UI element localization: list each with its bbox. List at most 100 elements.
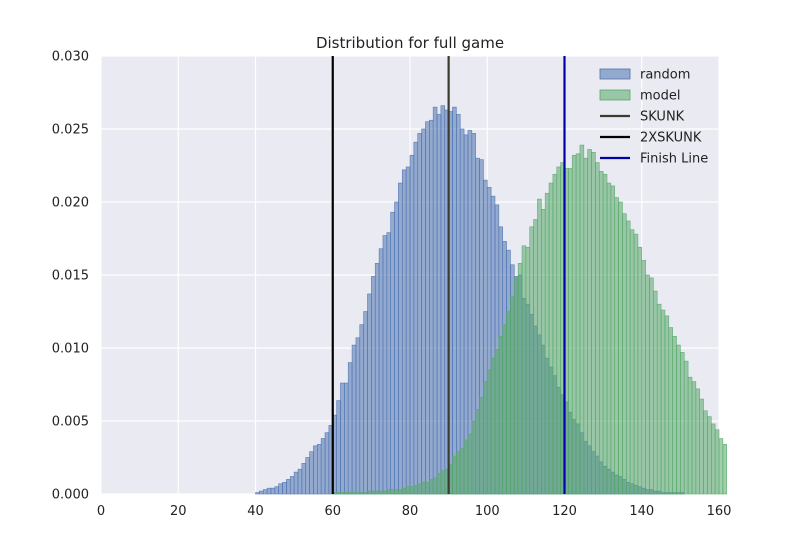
model-bar — [544, 192, 550, 495]
model-bar — [602, 173, 608, 495]
model-bar — [490, 357, 496, 495]
random-bar — [262, 489, 268, 495]
random-bar — [390, 211, 395, 495]
x-tick-label: 80 — [402, 504, 419, 519]
random-bar — [351, 344, 357, 495]
model-bar — [390, 489, 395, 495]
random-bar — [452, 106, 457, 495]
random-bar — [293, 471, 299, 495]
model-bar — [363, 492, 368, 495]
legend-label: model — [640, 89, 680, 104]
y-tick-label: 0.030 — [52, 50, 89, 65]
model-bar — [417, 483, 422, 495]
model-bar — [598, 171, 604, 495]
model-bar — [421, 482, 426, 495]
model-bar — [707, 416, 712, 495]
model-bar — [614, 197, 619, 495]
random-bar — [297, 468, 303, 495]
model-bar — [645, 274, 650, 495]
random-bar — [282, 482, 287, 495]
tick-labels: 0 20 40 60 80 100 120 140 160 0.000 0.005 0.010 0.01… — [52, 50, 732, 520]
legend-item: SKUNK — [600, 110, 685, 125]
random-bar — [432, 106, 438, 495]
random-bar — [367, 293, 372, 495]
model-bar — [622, 213, 627, 495]
legend-swatch — [599, 89, 631, 101]
y-tick-label: 0.025 — [52, 123, 89, 138]
legend-label: 2XSKUNK — [640, 131, 702, 146]
random-bar — [355, 337, 361, 495]
model-bar — [691, 381, 697, 495]
model-bar — [409, 486, 415, 495]
random-bar — [374, 263, 380, 495]
model-bar — [653, 290, 658, 495]
legend: random model SKUNK 2XSKUNK Finish Line — [599, 68, 708, 167]
random-bar — [409, 154, 415, 495]
random-bar — [270, 487, 276, 495]
random-bar — [378, 248, 384, 495]
model-bar — [672, 336, 677, 495]
model-bar — [718, 438, 724, 495]
x-tick-label: 140 — [629, 504, 654, 519]
random-bar — [305, 457, 310, 495]
x-tick-label: 120 — [552, 504, 577, 519]
random-bar — [324, 432, 330, 495]
model-bar — [521, 245, 527, 495]
model-bar — [382, 490, 388, 495]
random-bar — [359, 324, 364, 495]
model-bar — [386, 489, 391, 495]
model-bar — [483, 381, 488, 495]
random-bar — [459, 128, 465, 495]
legend-item: random — [599, 68, 690, 83]
model-bar — [463, 439, 469, 495]
y-tick-label: 0.005 — [52, 415, 89, 430]
random-bar — [336, 400, 341, 495]
model-bar — [680, 352, 685, 495]
model-bar — [351, 492, 357, 495]
model-bar — [579, 144, 585, 495]
model-bar — [467, 433, 473, 495]
model-bar — [699, 398, 704, 495]
model-bar — [475, 409, 480, 495]
model-bar — [440, 470, 446, 495]
y-tick-label: 0.015 — [52, 269, 89, 284]
model-bar — [401, 487, 407, 495]
model-bar — [637, 246, 643, 495]
model-bar — [517, 263, 523, 495]
model-bar — [571, 154, 577, 495]
model-bar — [668, 327, 673, 495]
model-bar — [456, 451, 461, 495]
random-bar — [394, 201, 399, 495]
model-bar — [432, 477, 438, 495]
model-bar — [610, 185, 616, 495]
model-bar — [459, 448, 465, 495]
x-tick-label: 160 — [707, 504, 732, 519]
random-bar — [386, 232, 391, 495]
random-bar — [255, 492, 260, 495]
random-bar — [289, 476, 295, 495]
random-bar — [456, 114, 461, 495]
model-bar — [568, 168, 573, 495]
model-bar — [548, 182, 554, 495]
model-bar — [625, 220, 631, 495]
y-tick-label: 0.010 — [52, 342, 89, 357]
model-bar — [506, 311, 511, 495]
random-bar — [436, 114, 442, 495]
model-bar — [371, 490, 376, 495]
legend-label: random — [640, 68, 690, 83]
random-bar — [301, 463, 307, 495]
legend-item: model — [599, 89, 680, 104]
model-bar — [676, 344, 681, 495]
model-bar — [591, 152, 596, 495]
y-tick-label: 0.000 — [52, 488, 89, 503]
random-bar — [398, 182, 403, 495]
model-bar — [452, 455, 457, 495]
legend-label: SKUNK — [640, 110, 685, 125]
model-bar — [494, 349, 500, 495]
legend-item: 2XSKUNK — [600, 131, 702, 146]
random-bar — [266, 487, 272, 495]
legend-label: Finish Line — [640, 152, 708, 167]
model-bar — [695, 388, 700, 495]
model-bar — [714, 429, 720, 495]
